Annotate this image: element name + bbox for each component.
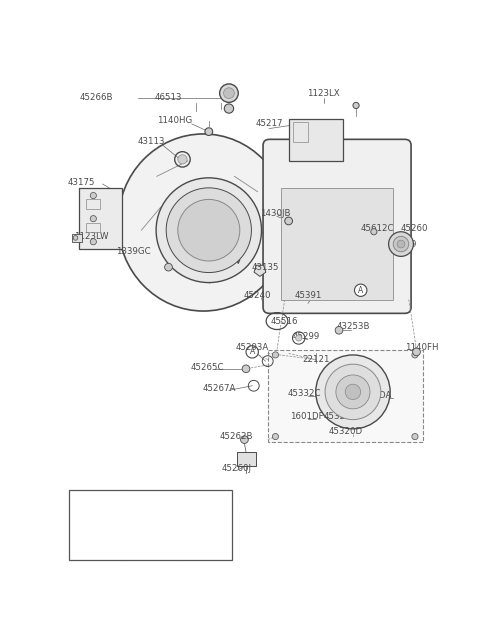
Circle shape: [224, 88, 234, 98]
Text: 43135: 43135: [252, 263, 279, 272]
Bar: [288, 119, 343, 161]
Text: 45266B: 45266B: [79, 93, 113, 102]
Circle shape: [224, 104, 234, 113]
Text: 45260J: 45260J: [222, 464, 252, 474]
Text: 91980: 91980: [192, 495, 218, 504]
Circle shape: [389, 232, 413, 257]
Circle shape: [397, 240, 405, 248]
Circle shape: [296, 335, 302, 341]
Circle shape: [205, 128, 213, 135]
Text: 43175: 43175: [68, 178, 96, 187]
Circle shape: [355, 284, 367, 297]
Circle shape: [90, 239, 96, 245]
Text: 43253B: 43253B: [336, 322, 370, 331]
Text: 1430JB: 1430JB: [260, 209, 291, 218]
Bar: [72, 234, 83, 242]
Circle shape: [240, 436, 248, 443]
Text: 45320D: 45320D: [328, 427, 362, 436]
Text: 46513: 46513: [155, 93, 182, 102]
Text: 45262B: 45262B: [220, 432, 253, 441]
Bar: [69, 490, 232, 560]
FancyBboxPatch shape: [263, 139, 411, 313]
Text: 22121: 22121: [302, 355, 329, 364]
Circle shape: [166, 188, 252, 272]
Circle shape: [353, 102, 359, 109]
Circle shape: [90, 215, 96, 222]
Text: 1601DA: 1601DA: [357, 391, 391, 400]
Text: 1140HG: 1140HG: [157, 116, 192, 125]
Circle shape: [393, 236, 409, 251]
Text: 45612C: 45612C: [360, 224, 394, 233]
Circle shape: [242, 365, 250, 373]
Text: 91410H: 91410H: [80, 495, 113, 504]
Circle shape: [178, 155, 187, 164]
Text: 91722: 91722: [137, 495, 164, 504]
Text: 45391: 45391: [294, 291, 322, 300]
Circle shape: [178, 199, 240, 261]
Text: 45267A: 45267A: [202, 384, 236, 392]
Circle shape: [272, 434, 278, 439]
Text: 45516: 45516: [271, 317, 299, 326]
Circle shape: [165, 264, 172, 271]
Text: 45217: 45217: [255, 119, 283, 128]
Circle shape: [325, 364, 381, 420]
Circle shape: [345, 384, 360, 399]
Bar: [281, 188, 393, 300]
Ellipse shape: [118, 134, 288, 311]
Bar: [85, 222, 99, 232]
Bar: [268, 349, 423, 442]
Circle shape: [73, 236, 78, 240]
Circle shape: [336, 375, 370, 409]
Bar: [85, 199, 99, 209]
Text: 1123LX: 1123LX: [307, 89, 340, 98]
Text: 1140FH: 1140FH: [405, 343, 438, 352]
Circle shape: [412, 352, 418, 358]
Text: 45293A: 45293A: [236, 343, 269, 352]
Circle shape: [413, 348, 420, 356]
Text: 45260: 45260: [401, 224, 429, 233]
Text: 45240: 45240: [244, 291, 271, 300]
Text: A: A: [250, 347, 255, 356]
Circle shape: [335, 326, 343, 334]
Text: A: A: [358, 286, 363, 295]
Text: 1339GC: 1339GC: [116, 247, 151, 257]
Circle shape: [272, 352, 278, 358]
Text: 1123LW: 1123LW: [74, 232, 108, 241]
Text: 45299: 45299: [293, 332, 320, 341]
Circle shape: [90, 192, 96, 199]
Bar: [292, 123, 308, 142]
Text: 45265C: 45265C: [191, 363, 224, 371]
Text: 45231A: 45231A: [204, 255, 238, 264]
Circle shape: [285, 217, 292, 225]
Circle shape: [412, 434, 418, 439]
Text: 45322: 45322: [324, 412, 351, 421]
Text: 43113: 43113: [138, 137, 165, 146]
Text: 45332C: 45332C: [288, 389, 321, 398]
Text: 1601DF: 1601DF: [289, 412, 323, 421]
Circle shape: [156, 178, 262, 283]
Circle shape: [371, 229, 377, 235]
Bar: [237, 452, 256, 466]
Circle shape: [220, 84, 238, 102]
Circle shape: [316, 355, 390, 429]
Circle shape: [246, 345, 258, 358]
Text: 43119: 43119: [389, 239, 417, 248]
Bar: [79, 188, 122, 250]
